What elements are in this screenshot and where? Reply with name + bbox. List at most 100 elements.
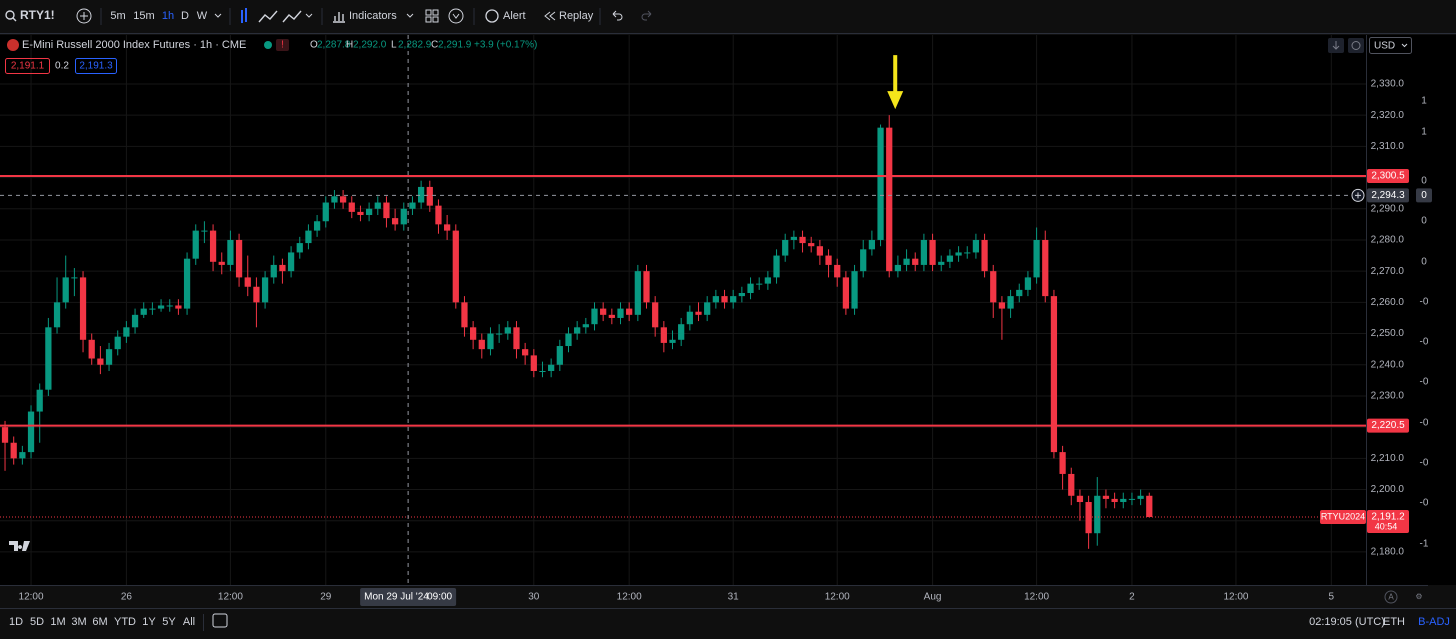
candle-body xyxy=(842,277,850,309)
candle-body xyxy=(426,186,433,206)
interval-button[interactable]: W xyxy=(197,10,208,22)
session[interactable]: ETH xyxy=(1383,616,1405,628)
candle-body xyxy=(496,333,503,335)
candles-icon[interactable] xyxy=(241,8,247,23)
ohlc-label: O xyxy=(310,40,318,51)
candle-body xyxy=(730,296,737,303)
x-tick-label: 2 xyxy=(1129,592,1135,603)
templates-button[interactable] xyxy=(448,8,464,24)
x-tick-label: 30 xyxy=(528,592,540,603)
candle-body xyxy=(1059,452,1066,474)
candle-body xyxy=(530,355,537,371)
y-tick-label: 2,240.0 xyxy=(1371,359,1405,370)
candle-body xyxy=(131,314,139,328)
interval-button[interactable]: D xyxy=(181,10,189,22)
ohlc-value: 2,291.9 xyxy=(438,40,472,51)
candle-body xyxy=(712,296,719,303)
auto-scale-icon: A xyxy=(1388,593,1394,602)
range-button[interactable]: YTD xyxy=(114,616,136,628)
sell-box[interactable] xyxy=(5,58,50,74)
candle-body xyxy=(149,308,156,310)
side-value-box xyxy=(1416,188,1432,203)
candle-body xyxy=(851,271,858,309)
undo-button[interactable] xyxy=(612,10,623,21)
reset-button[interactable] xyxy=(1348,38,1364,53)
ohlc-label: L xyxy=(391,40,397,51)
auto-scale[interactable] xyxy=(1384,590,1398,604)
data-warning[interactable] xyxy=(276,39,289,51)
range-button[interactable]: 6M xyxy=(92,616,107,628)
range-button[interactable]: 5D xyxy=(30,616,44,628)
layout-icon[interactable] xyxy=(425,9,432,16)
range-button[interactable]: 3M xyxy=(71,616,86,628)
spread: 0.2 xyxy=(55,61,69,72)
candle-body xyxy=(556,346,563,365)
candle-body xyxy=(1102,495,1110,499)
add-symbol[interactable] xyxy=(76,8,92,24)
dropdown[interactable] xyxy=(406,13,414,18)
last-price-box xyxy=(1367,509,1409,533)
line-icon[interactable] xyxy=(258,10,278,23)
currency-box[interactable] xyxy=(1369,37,1412,54)
clock[interactable]: 02:19:05 (UTC) xyxy=(1309,616,1385,628)
ohlc-value: 2,292.0 xyxy=(353,40,387,51)
candle-body xyxy=(296,243,303,253)
candle-body xyxy=(183,258,191,309)
candle-body xyxy=(357,211,364,216)
dropdown[interactable] xyxy=(305,13,313,18)
side-scale-label: -0 xyxy=(1420,498,1429,509)
bid[interactable]: 2,191.1 xyxy=(11,61,45,72)
range-button[interactable]: All xyxy=(183,616,195,628)
candle-body xyxy=(565,333,572,347)
symbol[interactable]: RTY1! xyxy=(20,8,55,22)
candle-body xyxy=(235,239,243,278)
range-button[interactable]: 1D xyxy=(9,616,23,628)
candle-body xyxy=(374,202,381,209)
candle-body xyxy=(955,252,962,256)
settings-icon[interactable]: ⚙ xyxy=(1415,592,1422,601)
candle-body xyxy=(591,308,598,325)
candle-body xyxy=(860,249,867,272)
adjust[interactable]: B-ADJ xyxy=(1418,616,1450,628)
range-button[interactable]: 1M xyxy=(50,616,65,628)
candle-body xyxy=(218,261,225,265)
market-status[interactable] xyxy=(264,41,272,49)
candle-body xyxy=(634,271,641,315)
crosshair-x-box xyxy=(360,588,457,606)
candle-body xyxy=(36,389,43,412)
candle-body xyxy=(71,277,78,279)
candle-body xyxy=(903,258,910,265)
candle-body xyxy=(1146,495,1153,517)
y-tick-label: 2,270.0 xyxy=(1371,266,1405,277)
indicators-button[interactable]: Indicators xyxy=(349,10,397,22)
interval-button[interactable]: 1h xyxy=(162,10,174,22)
candle-body xyxy=(816,246,823,256)
x-tick-label: 29 xyxy=(320,592,332,603)
dropdown[interactable] xyxy=(214,13,222,18)
ask[interactable]: 2,191.3 xyxy=(79,61,113,72)
alert-button[interactable]: Alert xyxy=(503,10,526,22)
candle-body xyxy=(444,224,451,231)
candle-body xyxy=(105,349,113,365)
candle-body xyxy=(409,202,416,209)
y-tick-label: 2,290.0 xyxy=(1371,203,1405,214)
goto-date[interactable] xyxy=(212,613,228,628)
interval-button[interactable]: 15m xyxy=(133,10,154,22)
replay-button[interactable]: Replay xyxy=(559,10,594,22)
redo-button[interactable] xyxy=(641,10,652,21)
currency[interactable]: USD xyxy=(1374,41,1395,52)
interval-button[interactable]: 5m xyxy=(110,10,125,22)
change: +3.9 (+0.17%) xyxy=(474,40,537,51)
area-icon[interactable] xyxy=(282,10,302,23)
candle-body xyxy=(1068,473,1075,496)
crosshair-y-label: 2,294.3 xyxy=(1371,190,1405,201)
x-tick-label: Aug xyxy=(924,592,942,603)
candle-body xyxy=(660,327,667,343)
range-button[interactable]: 5Y xyxy=(162,616,176,628)
range-button[interactable]: 1Y xyxy=(142,616,156,628)
crosshair-add-icon xyxy=(1355,192,1361,199)
candle-body xyxy=(1050,296,1058,453)
buy-box[interactable] xyxy=(75,58,117,74)
candle-body xyxy=(140,308,147,315)
side-scale-label: -0 xyxy=(1420,377,1429,388)
